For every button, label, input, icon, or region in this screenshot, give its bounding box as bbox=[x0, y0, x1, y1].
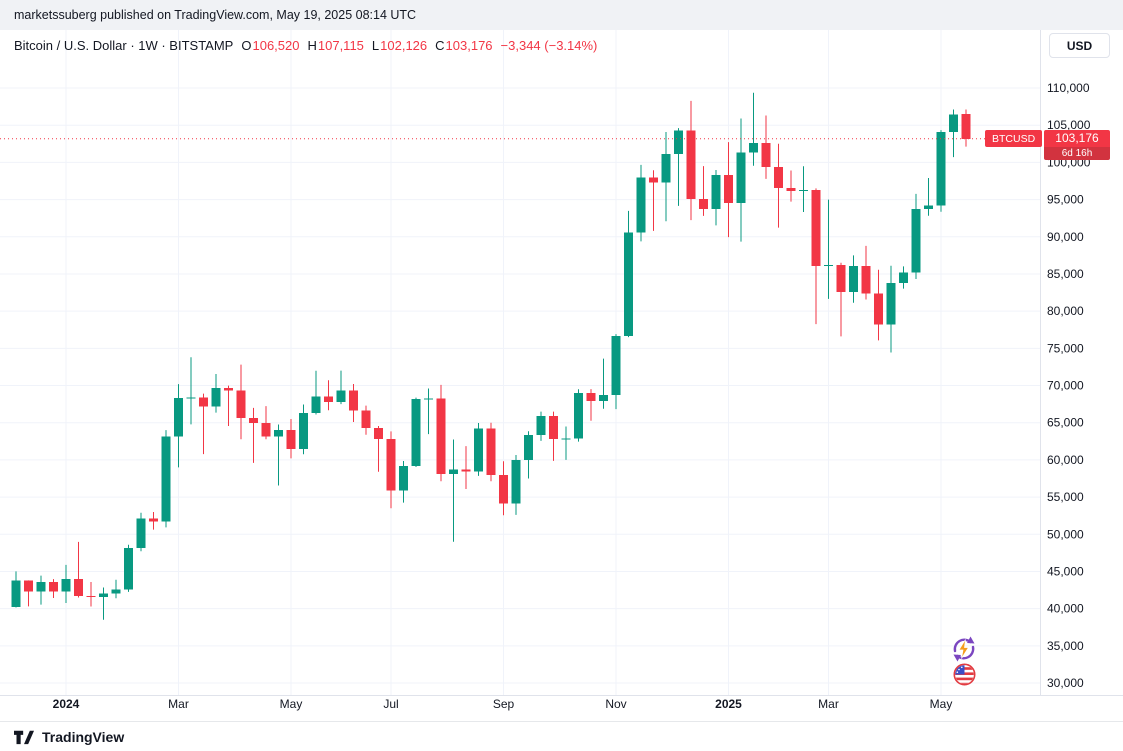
svg-text:Sep: Sep bbox=[493, 697, 515, 711]
tradingview-brand[interactable]: TradingView bbox=[42, 728, 125, 745]
svg-text:90,000: 90,000 bbox=[1047, 230, 1084, 244]
svg-text:2024: 2024 bbox=[53, 697, 80, 711]
svg-text:45,000: 45,000 bbox=[1047, 564, 1084, 578]
svg-text:65,000: 65,000 bbox=[1047, 416, 1084, 430]
svg-text:Jul: Jul bbox=[383, 697, 398, 711]
svg-text:70,000: 70,000 bbox=[1047, 379, 1084, 393]
attribution-banner: marketssuberg published on TradingView.c… bbox=[0, 0, 1123, 30]
bar-close-countdown: 6d 16h bbox=[1044, 147, 1110, 160]
symbol-title: Bitcoin / U.S. Dollar · 1W · BITSTAMP bbox=[14, 38, 234, 53]
svg-text:40,000: 40,000 bbox=[1047, 602, 1084, 616]
svg-text:50,000: 50,000 bbox=[1047, 527, 1084, 541]
svg-text:85,000: 85,000 bbox=[1047, 267, 1084, 281]
svg-text:35,000: 35,000 bbox=[1047, 639, 1084, 653]
svg-text:2025: 2025 bbox=[715, 697, 742, 711]
svg-text:Mar: Mar bbox=[168, 697, 189, 711]
attribution-text: marketssuberg published on TradingView.c… bbox=[14, 8, 417, 22]
ohlc-close: C103,176 bbox=[435, 38, 493, 53]
tradingview-logo-icon[interactable] bbox=[14, 729, 34, 745]
svg-text:105,000: 105,000 bbox=[1047, 118, 1091, 132]
candlestick-chart[interactable]: 110,000105,000100,00095,00090,00085,0008… bbox=[0, 30, 1123, 721]
price-change: −3,344 (−3.14%) bbox=[500, 38, 598, 53]
currency-usd-button[interactable]: USD bbox=[1049, 33, 1110, 58]
footer: TradingView bbox=[0, 721, 1123, 751]
ohlc-low: L102,126 bbox=[371, 38, 428, 53]
svg-text:May: May bbox=[930, 697, 953, 711]
chart-header: Bitcoin / U.S. Dollar · 1W · BITSTAMP O1… bbox=[14, 38, 597, 53]
us-flag-ball-sticker-icon bbox=[952, 662, 977, 692]
svg-text:May: May bbox=[280, 697, 303, 711]
svg-text:110,000: 110,000 bbox=[1047, 81, 1090, 95]
svg-text:Nov: Nov bbox=[605, 697, 626, 711]
svg-text:55,000: 55,000 bbox=[1047, 490, 1084, 504]
svg-text:80,000: 80,000 bbox=[1047, 304, 1084, 318]
last-price-value: 103,176 bbox=[1044, 130, 1110, 147]
svg-text:Mar: Mar bbox=[818, 697, 839, 711]
svg-text:95,000: 95,000 bbox=[1047, 193, 1084, 207]
ohlc-high: H107,115 bbox=[307, 38, 364, 53]
ohlc-open: O106,520 bbox=[241, 38, 300, 53]
chart-area: 110,000 105,000 100,000 95,000 90,000 85,000 8… bbox=[0, 30, 1123, 721]
lightning-sync-sticker-icon bbox=[949, 634, 979, 669]
svg-text:60,000: 60,000 bbox=[1047, 453, 1084, 467]
svg-text:75,000: 75,000 bbox=[1047, 341, 1084, 355]
last-price-symbol-badge: BTCUSD bbox=[985, 130, 1043, 147]
last-price-axis-label: 103,176 6d 16h bbox=[1044, 130, 1110, 160]
svg-text:30,000: 30,000 bbox=[1047, 676, 1084, 690]
